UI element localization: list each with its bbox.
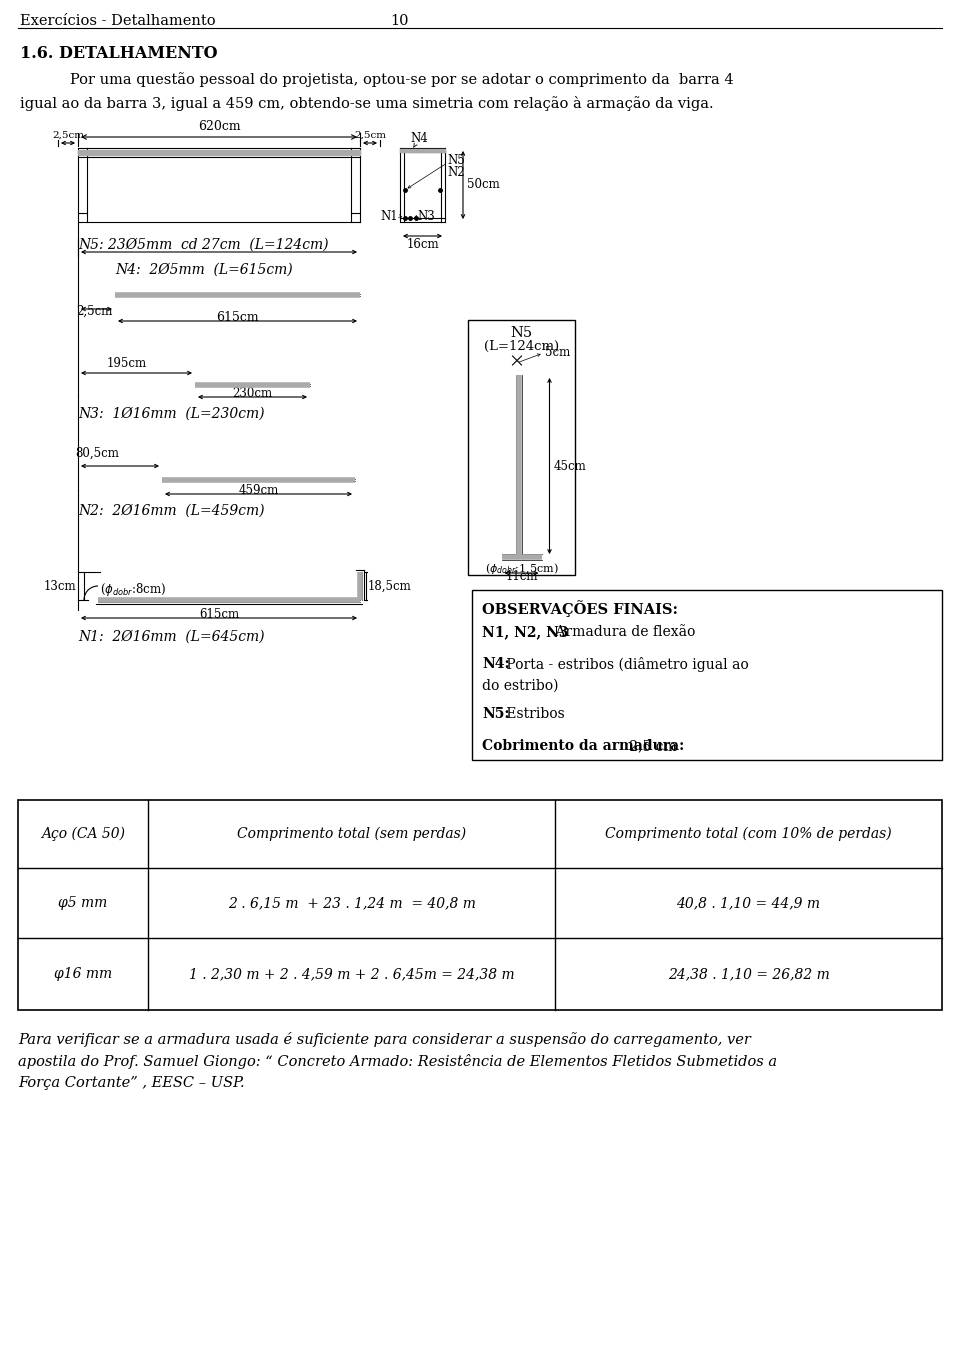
Text: 5cm: 5cm	[545, 347, 571, 359]
Text: 2 . 6,15 m  + 23 . 1,24 m  = 40,8 m: 2 . 6,15 m + 23 . 1,24 m = 40,8 m	[228, 896, 475, 911]
Bar	[468, 320, 575, 576]
Text: 13cm: 13cm	[43, 580, 76, 593]
Text: Exercícios - Detalhamento: Exercícios - Detalhamento	[20, 13, 216, 28]
Text: N2:  2Ø16mm  (L=459cm): N2: 2Ø16mm (L=459cm)	[78, 504, 265, 518]
Text: 1 . 2,30 m + 2 . 4,59 m + 2 . 6,45m = 24,38 m: 1 . 2,30 m + 2 . 4,59 m + 2 . 6,45m = 24…	[189, 967, 515, 981]
Text: 2,5cm: 2,5cm	[76, 305, 112, 317]
Text: N1: N1	[380, 210, 398, 222]
Text: Força Cortante” , EESC – USP.: Força Cortante” , EESC – USP.	[18, 1076, 245, 1089]
Text: φ5 mm: φ5 mm	[59, 896, 108, 911]
Text: 2,5cm: 2,5cm	[52, 130, 84, 140]
Text: N5: N5	[447, 153, 465, 167]
Text: 18,5cm: 18,5cm	[368, 580, 412, 593]
Text: 2,5cm: 2,5cm	[354, 130, 386, 140]
Text: 10: 10	[390, 13, 409, 28]
Text: 80,5cm: 80,5cm	[75, 447, 119, 460]
Text: (L=124cm): (L=124cm)	[484, 340, 559, 352]
Text: Comprimento total (sem perdas): Comprimento total (sem perdas)	[237, 827, 466, 841]
Text: N4:  2Ø5mm  (L=615cm): N4: 2Ø5mm (L=615cm)	[115, 264, 293, 277]
Text: N5: 23Ø5mm  cd 27cm  (L=124cm): N5: 23Ø5mm cd 27cm (L=124cm)	[78, 238, 328, 252]
Text: 2,5 cm: 2,5 cm	[625, 738, 677, 753]
Text: N3:  1Ø16mm  (L=230cm): N3: 1Ø16mm (L=230cm)	[78, 408, 265, 421]
Bar	[472, 590, 942, 760]
Text: 11cm: 11cm	[505, 570, 538, 582]
Text: 459cm: 459cm	[238, 484, 278, 498]
Text: 1.6. DETALHAMENTO: 1.6. DETALHAMENTO	[20, 44, 218, 62]
Text: ($\phi_{dobr}$:8cm): ($\phi_{dobr}$:8cm)	[100, 581, 166, 599]
Text: 620cm: 620cm	[198, 120, 240, 133]
Text: N4: N4	[410, 132, 428, 145]
Text: N3: N3	[417, 210, 435, 222]
Text: N1:  2Ø16mm  (L=645cm): N1: 2Ø16mm (L=645cm)	[78, 629, 265, 644]
Text: 50cm: 50cm	[467, 179, 500, 191]
Bar	[18, 800, 942, 1010]
Text: N5:: N5:	[482, 707, 510, 721]
Text: N4:: N4:	[482, 656, 510, 671]
Text: Estribos: Estribos	[501, 707, 564, 721]
Text: 40,8 . 1,10 = 44,9 m: 40,8 . 1,10 = 44,9 m	[677, 896, 821, 911]
Text: 195cm: 195cm	[107, 356, 147, 370]
Text: : Armadura de flexão: : Armadura de flexão	[542, 625, 695, 639]
Text: do estribo): do estribo)	[482, 679, 559, 693]
Text: 45cm: 45cm	[554, 460, 587, 472]
Text: N2: N2	[447, 165, 465, 179]
Text: ($\phi_{dobr}$:1,5cm): ($\phi_{dobr}$:1,5cm)	[485, 561, 559, 576]
Text: N1, N2, N3: N1, N2, N3	[482, 625, 568, 639]
Text: φ16 mm: φ16 mm	[54, 967, 112, 981]
Text: OBSERVAÇÕES FINAIS:: OBSERVAÇÕES FINAIS:	[482, 600, 678, 617]
Text: 24,38 . 1,10 = 26,82 m: 24,38 . 1,10 = 26,82 m	[667, 967, 829, 981]
Text: N5: N5	[511, 325, 533, 340]
Text: 615cm: 615cm	[199, 608, 239, 621]
Text: Por uma questão pessoal do projetista, optou-se por se adotar o comprimento da  : Por uma questão pessoal do projetista, o…	[70, 73, 733, 87]
Text: 615cm: 615cm	[216, 311, 259, 324]
Text: 230cm: 230cm	[232, 387, 273, 399]
Text: Comprimento total (com 10% de perdas): Comprimento total (com 10% de perdas)	[605, 827, 892, 841]
Text: Porta - estribos (diâmetro igual ao: Porta - estribos (diâmetro igual ao	[501, 656, 748, 672]
Text: Cobrimento da armadura:: Cobrimento da armadura:	[482, 738, 684, 753]
Text: apostila do Prof. Samuel Giongo: “ Concreto Armado: Resistência de Elementos Fle: apostila do Prof. Samuel Giongo: “ Concr…	[18, 1054, 778, 1069]
Text: 16cm: 16cm	[406, 238, 439, 252]
Text: igual ao da barra 3, igual a 459 cm, obtendo-se uma simetria com relação à armaç: igual ao da barra 3, igual a 459 cm, obt…	[20, 95, 713, 112]
Text: Aço (CA 50): Aço (CA 50)	[41, 827, 125, 841]
Text: Para verificar se a armadura usada é suficiente para considerar a suspensão do c: Para verificar se a armadura usada é suf…	[18, 1032, 751, 1046]
